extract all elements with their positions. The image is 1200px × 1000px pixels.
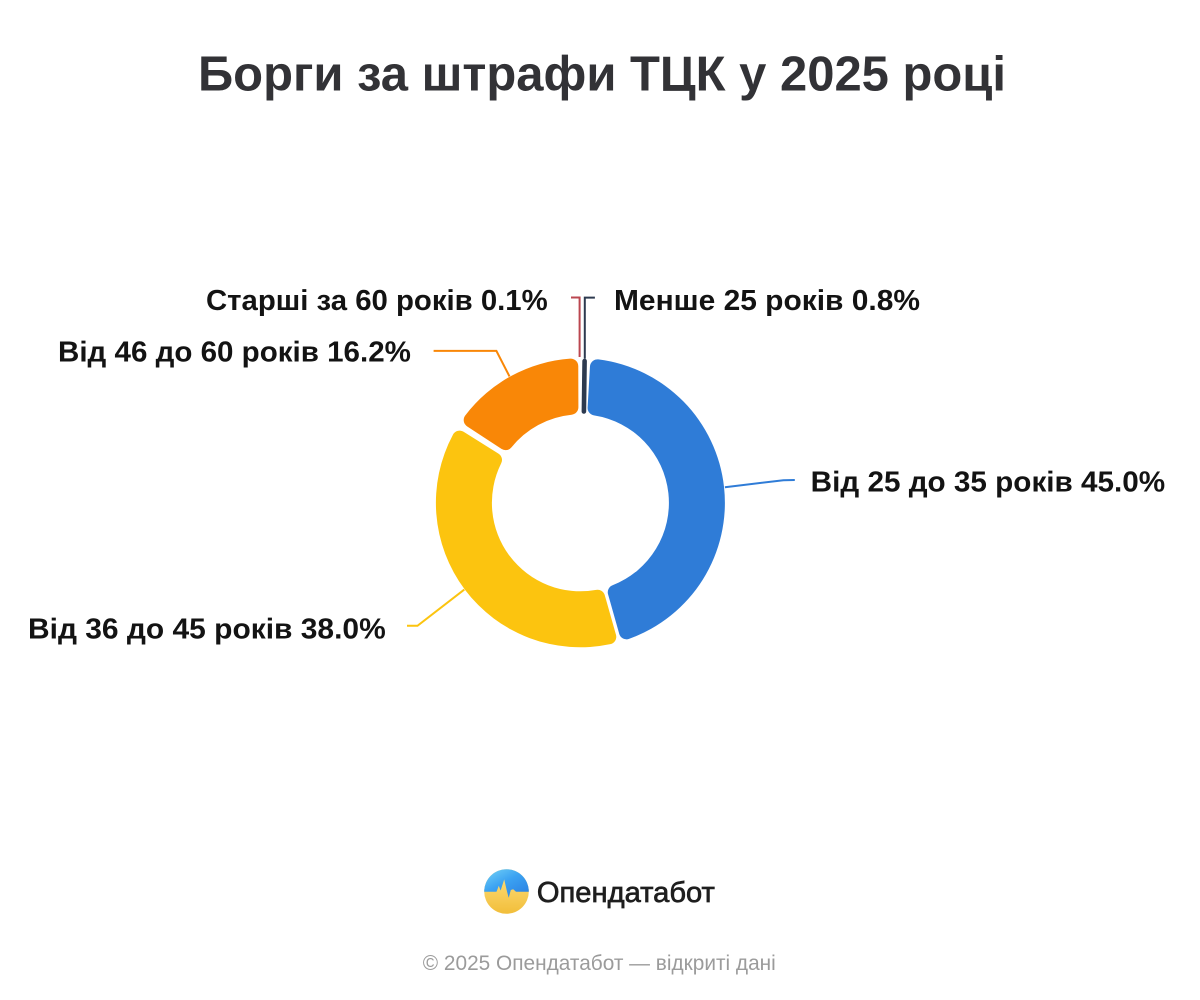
svg-text:Борги за штрафи ТЦК у 2025 роц: Борги за штрафи ТЦК у 2025 році bbox=[198, 47, 1006, 101]
svg-text:Від 36 до 45 років 38.0%: Від 36 до 45 років 38.0% bbox=[28, 614, 386, 646]
svg-text:Від 25 до 35 років 45.0%: Від 25 до 35 років 45.0% bbox=[811, 467, 1166, 499]
svg-text:© 2025 Опендатабот — відкриті: © 2025 Опендатабот — відкриті дані bbox=[423, 952, 776, 975]
svg-text:Від 46 до 60 років 16.2%: Від 46 до 60 років 16.2% bbox=[58, 337, 411, 369]
svg-text:Менше 25 років 0.8%: Менше 25 років 0.8% bbox=[614, 285, 920, 317]
svg-text:Опендатабот: Опендатабот bbox=[537, 877, 715, 909]
svg-text:Старші за 60 років 0.1%: Старші за 60 років 0.1% bbox=[206, 285, 548, 317]
